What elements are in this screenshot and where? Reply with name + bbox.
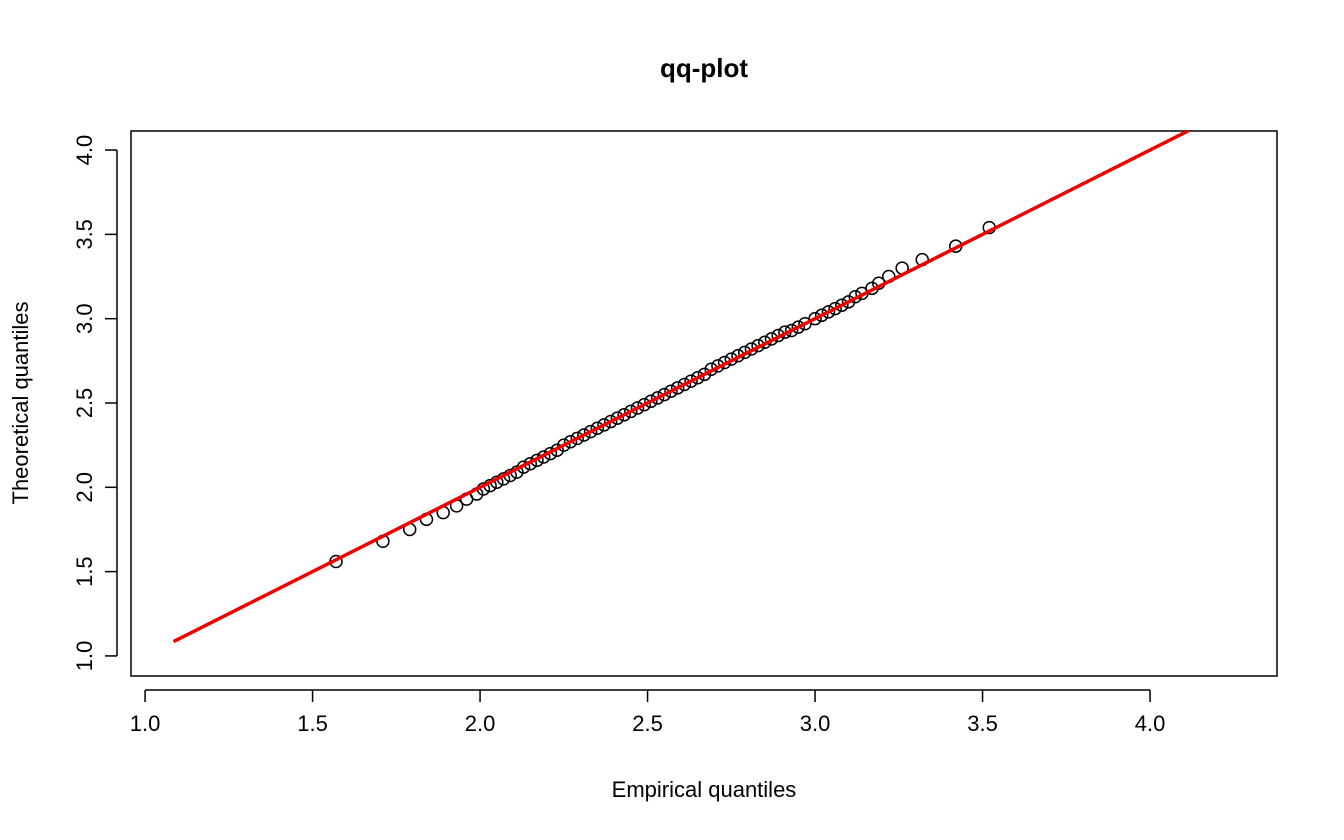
point	[828, 301, 842, 316]
point	[814, 308, 829, 323]
point	[650, 391, 665, 405]
y-tick-label: 3.5	[72, 219, 97, 250]
x-axis-label: Empirical quantiles	[612, 777, 797, 802]
x-tick-label: 1.5	[297, 711, 328, 736]
point	[808, 311, 822, 326]
x-tick-label: 1.0	[130, 711, 161, 736]
point	[657, 387, 672, 402]
x-tick-label: 3.0	[800, 711, 831, 736]
point	[670, 381, 685, 395]
y-tick-label: 1.5	[72, 556, 97, 587]
x-tick-label: 3.5	[967, 711, 998, 736]
point	[821, 305, 836, 319]
point	[563, 435, 578, 449]
point	[617, 408, 631, 422]
point	[624, 404, 638, 419]
point	[557, 438, 571, 452]
x-tick-label: 2.5	[632, 711, 663, 736]
y-tick-label: 2.5	[72, 388, 97, 419]
x-tick-label: 4.0	[1135, 711, 1166, 736]
point	[610, 411, 625, 425]
y-tick-label: 4.0	[72, 135, 97, 166]
x-tick-label: 2.0	[465, 711, 496, 736]
point	[597, 418, 611, 432]
point	[644, 394, 658, 409]
y-tick-label: 1.0	[72, 641, 97, 672]
point	[684, 374, 698, 388]
point	[630, 401, 645, 415]
point	[784, 323, 799, 338]
point	[697, 367, 712, 382]
point	[590, 421, 605, 436]
plot-frame	[130, 130, 1278, 677]
point	[664, 384, 678, 398]
y-axis-label: Theoretical quantiles	[8, 301, 33, 504]
fit-line	[172, 131, 1192, 644]
point	[691, 370, 705, 385]
point	[791, 320, 806, 334]
point	[835, 298, 849, 312]
y-tick-label: 3.0	[72, 303, 97, 334]
point	[577, 428, 591, 442]
point	[603, 414, 618, 429]
point	[841, 295, 856, 309]
chart-title: qq-plot	[660, 53, 748, 83]
point	[637, 397, 651, 412]
point	[570, 431, 584, 446]
point	[583, 424, 598, 439]
y-tick-label: 2.0	[72, 472, 97, 503]
point	[677, 377, 692, 392]
